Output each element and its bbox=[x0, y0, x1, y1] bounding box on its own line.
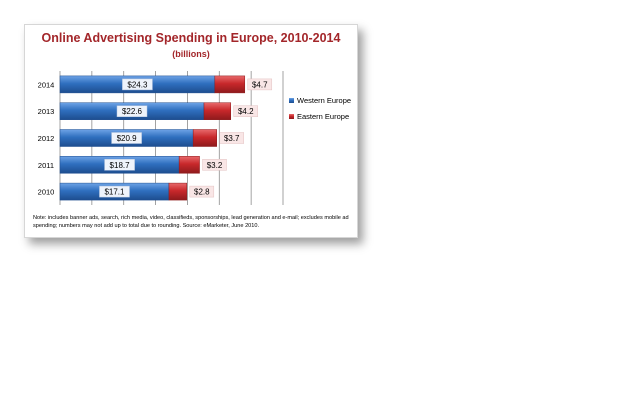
legend-swatch-eastern-europe bbox=[289, 114, 294, 119]
data-label-eastern-europe: $3.2 bbox=[207, 161, 223, 170]
data-label-box-eastern-europe bbox=[233, 105, 259, 117]
bar-eastern-europe bbox=[168, 182, 188, 201]
data-label-box-eastern-europe bbox=[189, 185, 215, 198]
data-label-eastern-europe: $2.8 bbox=[194, 188, 210, 197]
chart-title: Online Advertising Spending in Europe, 2… bbox=[41, 31, 341, 45]
data-label-western-europe: $24.3 bbox=[127, 80, 148, 89]
bar-chart: 2014 $24.3 $4.7 2013 $22.6 $4.2 2012 $20.9 $3.7 2… bbox=[38, 71, 351, 205]
data-label-box-western-europe bbox=[116, 105, 148, 117]
legend-label-western-europe: Western Europe bbox=[297, 96, 351, 105]
data-label-box-western-europe bbox=[104, 159, 135, 171]
data-label-box-eastern-europe bbox=[219, 132, 244, 144]
data-label-box-eastern-europe bbox=[202, 159, 227, 171]
bar-eastern-europe bbox=[203, 102, 232, 120]
chart-card: Online Advertising Spending in Europe, 2… bbox=[24, 24, 358, 238]
data-label-western-europe: $17.1 bbox=[104, 188, 125, 197]
category-label: 2014 bbox=[38, 80, 55, 89]
bar-eastern-europe bbox=[178, 156, 200, 174]
data-label-box-eastern-europe bbox=[247, 78, 273, 91]
data-label-western-europe: $22.6 bbox=[122, 107, 143, 116]
data-label-eastern-europe: $3.7 bbox=[224, 134, 240, 143]
category-label: 2010 bbox=[38, 188, 55, 197]
data-label-western-europe: $20.9 bbox=[117, 134, 138, 143]
legend-label-eastern-europe: Eastern Europe bbox=[297, 112, 349, 121]
data-label-eastern-europe: $4.7 bbox=[252, 80, 268, 89]
data-label-box-western-europe bbox=[111, 132, 142, 144]
data-label-eastern-europe: $4.2 bbox=[238, 107, 254, 116]
legend-swatch-western-europe bbox=[289, 98, 294, 103]
source-note: Note: includes banner ads, search, rich … bbox=[33, 215, 349, 229]
data-label-western-europe: $18.7 bbox=[110, 161, 131, 170]
bar-eastern-europe bbox=[192, 129, 217, 147]
bar-eastern-europe bbox=[214, 75, 246, 94]
category-label: 2012 bbox=[38, 134, 55, 143]
data-label-box-western-europe bbox=[99, 185, 130, 198]
category-label: 2011 bbox=[38, 161, 54, 170]
chart-subtitle: (billions) bbox=[172, 49, 210, 59]
category-label: 2013 bbox=[38, 107, 55, 116]
data-label-box-western-europe bbox=[122, 78, 153, 91]
